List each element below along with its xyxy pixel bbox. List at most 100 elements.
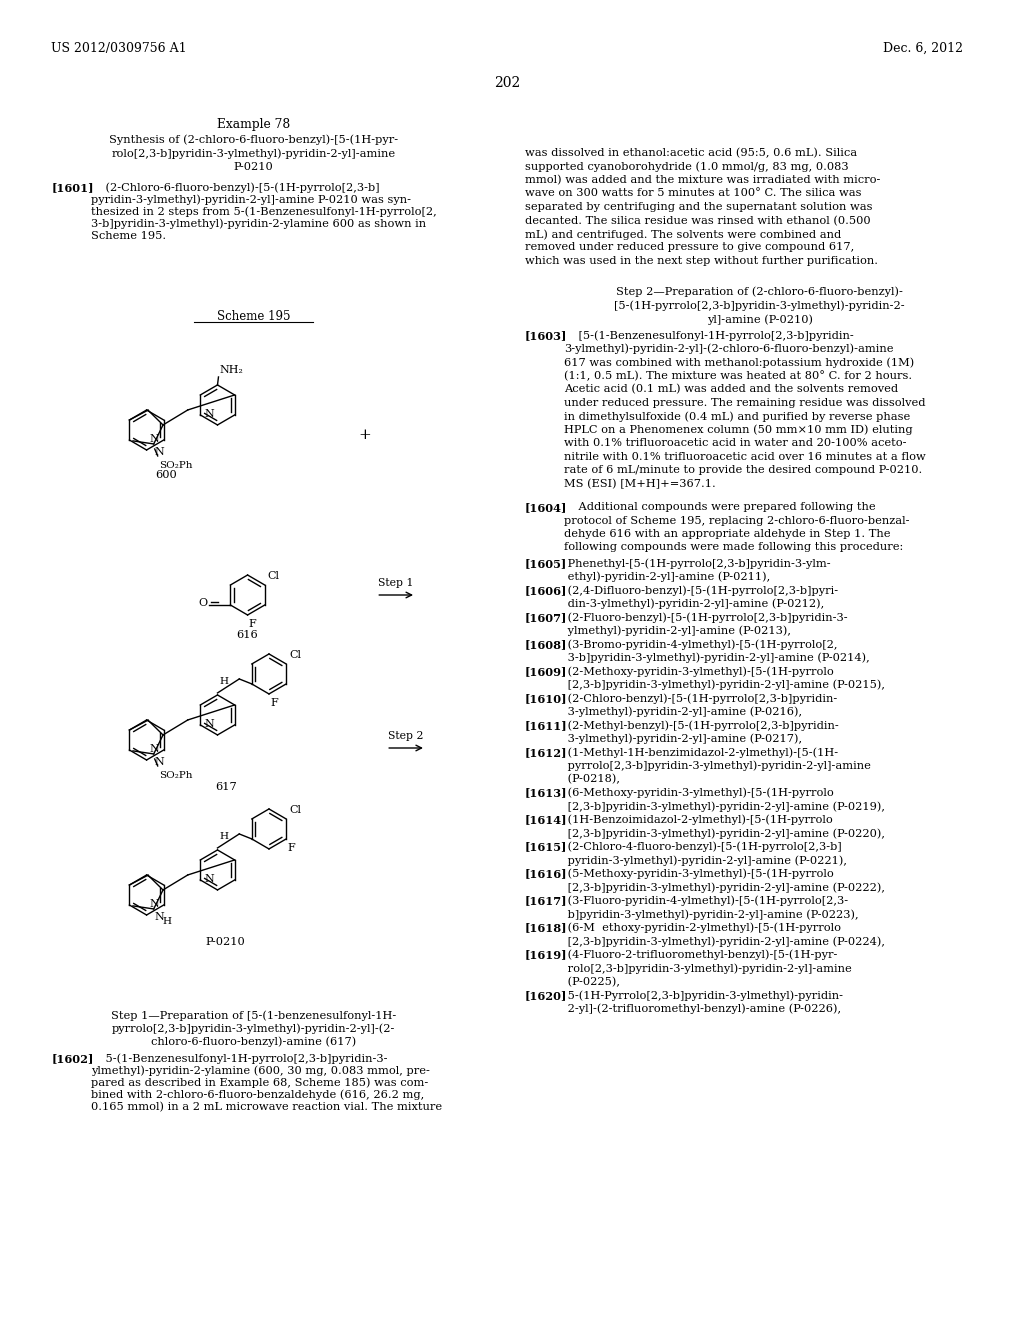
Text: Additional compounds were prepared following the: Additional compounds were prepared follo… — [564, 502, 877, 512]
Text: N: N — [150, 434, 160, 444]
Text: NH₂: NH₂ — [219, 364, 244, 375]
Text: Cl: Cl — [289, 805, 301, 814]
Text: P-0210: P-0210 — [233, 162, 273, 172]
Text: (P-0218),: (P-0218), — [564, 774, 621, 784]
Text: 3-ylmethyl)-pyridin-2-yl]-amine (P-0216),: 3-ylmethyl)-pyridin-2-yl]-amine (P-0216)… — [564, 706, 803, 717]
Text: wave on 300 watts for 5 minutes at 100° C. The silica was: wave on 300 watts for 5 minutes at 100° … — [525, 189, 861, 198]
Text: with 0.1% trifluoroacetic acid in water and 20-100% aceto-: with 0.1% trifluoroacetic acid in water … — [564, 438, 907, 447]
Text: [2,3-b]pyridin-3-ylmethyl)-pyridin-2-yl]-amine (P-0215),: [2,3-b]pyridin-3-ylmethyl)-pyridin-2-yl]… — [564, 680, 886, 690]
Text: rolo[2,3-b]pyridin-3-ylmethyl)-pyridin-2-yl]-amine: rolo[2,3-b]pyridin-3-ylmethyl)-pyridin-2… — [112, 148, 395, 158]
Text: O: O — [199, 598, 208, 609]
Text: supported cyanoborohydride (1.0 mmol/g, 83 mg, 0.083: supported cyanoborohydride (1.0 mmol/g, … — [525, 161, 849, 172]
Text: 202: 202 — [494, 77, 520, 90]
Text: Scheme 195: Scheme 195 — [217, 310, 290, 323]
Text: (2-Chloro-6-fluoro-benzyl)-[5-(1H-pyrrolo[2,3-b]
pyridin-3-ylmethyl)-pyridin-2-y: (2-Chloro-6-fluoro-benzyl)-[5-(1H-pyrrol… — [91, 182, 437, 242]
Text: [2,3-b]pyridin-3-ylmethyl)-pyridin-2-yl]-amine (P-0220),: [2,3-b]pyridin-3-ylmethyl)-pyridin-2-yl]… — [564, 828, 886, 838]
Text: Step 2: Step 2 — [388, 731, 424, 741]
Text: [1616]: [1616] — [525, 869, 567, 879]
Text: separated by centrifuging and the supernatant solution was: separated by centrifuging and the supern… — [525, 202, 872, 213]
Text: pyrrolo[2,3-b]pyridin-3-ylmethyl)-pyridin-2-yl]-amine: pyrrolo[2,3-b]pyridin-3-ylmethyl)-pyridi… — [564, 760, 871, 771]
Text: 617: 617 — [215, 781, 237, 792]
Text: [1617]: [1617] — [525, 895, 567, 907]
Text: (2-Methyl-benzyl)-[5-(1H-pyrrolo[2,3-b]pyridin-: (2-Methyl-benzyl)-[5-(1H-pyrrolo[2,3-b]p… — [564, 719, 840, 730]
Text: N: N — [155, 447, 165, 457]
Text: [1607]: [1607] — [525, 612, 567, 623]
Text: (P-0225),: (P-0225), — [564, 977, 621, 987]
Text: decanted. The silica residue was rinsed with ethanol (0.500: decanted. The silica residue was rinsed … — [525, 215, 870, 226]
Text: 617 was combined with methanol:potassium hydroxide (1M): 617 was combined with methanol:potassium… — [564, 356, 914, 367]
Text: H: H — [219, 677, 228, 686]
Text: 3-ylmethyl)-pyridin-2-yl]-amine (P-0217),: 3-ylmethyl)-pyridin-2-yl]-amine (P-0217)… — [564, 734, 803, 744]
Text: Acetic acid (0.1 mL) was added and the solvents removed: Acetic acid (0.1 mL) was added and the s… — [564, 384, 899, 395]
Text: [1614]: [1614] — [525, 814, 567, 825]
Text: (1-Methyl-1H-benzimidazol-2-ylmethyl)-[5-(1H-: (1-Methyl-1H-benzimidazol-2-ylmethyl)-[5… — [564, 747, 839, 758]
Text: (2-Chloro-4-fluoro-benzyl)-[5-(1H-pyrrolo[2,3-b]: (2-Chloro-4-fluoro-benzyl)-[5-(1H-pyrrol… — [564, 842, 842, 853]
Text: b]pyridin-3-ylmethyl)-pyridin-2-yl]-amine (P-0223),: b]pyridin-3-ylmethyl)-pyridin-2-yl]-amin… — [564, 909, 859, 920]
Text: [2,3-b]pyridin-3-ylmethyl)-pyridin-2-yl]-amine (P-0224),: [2,3-b]pyridin-3-ylmethyl)-pyridin-2-yl]… — [564, 936, 886, 946]
Text: nitrile with 0.1% trifluoroacetic acid over 16 minutes at a flow: nitrile with 0.1% trifluoroacetic acid o… — [564, 451, 927, 462]
Text: Dec. 6, 2012: Dec. 6, 2012 — [883, 42, 963, 55]
Text: yl]-amine (P-0210): yl]-amine (P-0210) — [707, 314, 813, 325]
Text: 5-(1-Benzenesulfonyl-1H-pyrrolo[2,3-b]pyridin-3-
ylmethyl)-pyridin-2-ylamine (60: 5-(1-Benzenesulfonyl-1H-pyrrolo[2,3-b]py… — [91, 1053, 442, 1113]
Text: Cl: Cl — [289, 649, 301, 660]
Text: [1620]: [1620] — [525, 990, 567, 1001]
Text: H: H — [163, 917, 172, 925]
Text: Cl: Cl — [267, 572, 280, 581]
Text: rate of 6 mL/minute to provide the desired compound P-0210.: rate of 6 mL/minute to provide the desir… — [564, 465, 923, 475]
Text: [2,3-b]pyridin-3-ylmethyl)-pyridin-2-yl]-amine (P-0219),: [2,3-b]pyridin-3-ylmethyl)-pyridin-2-yl]… — [564, 801, 886, 812]
Text: which was used in the next step without further purification.: which was used in the next step without … — [525, 256, 878, 267]
Text: 2-yl]-(2-trifluoromethyl-benzyl)-amine (P-0226),: 2-yl]-(2-trifluoromethyl-benzyl)-amine (… — [564, 1003, 842, 1014]
Text: [1604]: [1604] — [525, 502, 567, 513]
Text: (2-Fluoro-benzyl)-[5-(1H-pyrrolo[2,3-b]pyridin-3-: (2-Fluoro-benzyl)-[5-(1H-pyrrolo[2,3-b]p… — [564, 612, 848, 623]
Text: (6-M  ethoxy-pyridin-2-ylmethyl)-[5-(1H-pyrrolo: (6-M ethoxy-pyridin-2-ylmethyl)-[5-(1H-p… — [564, 923, 842, 933]
Text: 5-(1H-Pyrrolo[2,3-b]pyridin-3-ylmethyl)-pyridin-: 5-(1H-Pyrrolo[2,3-b]pyridin-3-ylmethyl)-… — [564, 990, 844, 1001]
Text: [1610]: [1610] — [525, 693, 567, 704]
Text: N: N — [155, 912, 165, 921]
Text: [1602]: [1602] — [51, 1053, 94, 1064]
Text: N: N — [205, 874, 214, 884]
Text: F: F — [249, 619, 256, 630]
Text: chloro-6-fluoro-benzyl)-amine (617): chloro-6-fluoro-benzyl)-amine (617) — [151, 1036, 356, 1047]
Text: (5-Methoxy-pyridin-3-ylmethyl)-[5-(1H-pyrrolo: (5-Methoxy-pyridin-3-ylmethyl)-[5-(1H-py… — [564, 869, 835, 879]
Text: HPLC on a Phenomenex column (50 mm×10 mm ID) eluting: HPLC on a Phenomenex column (50 mm×10 mm… — [564, 425, 913, 436]
Text: mmol) was added and the mixture was irradiated with micro-: mmol) was added and the mixture was irra… — [525, 176, 881, 185]
Text: (1:1, 0.5 mL). The mixture was heated at 80° C. for 2 hours.: (1:1, 0.5 mL). The mixture was heated at… — [564, 371, 912, 381]
Text: N: N — [150, 899, 160, 909]
Text: [1603]: [1603] — [525, 330, 567, 341]
Text: [1611]: [1611] — [525, 719, 567, 731]
Text: [1608]: [1608] — [525, 639, 567, 649]
Text: pyridin-3-ylmethyl)-pyridin-2-yl]-amine (P-0221),: pyridin-3-ylmethyl)-pyridin-2-yl]-amine … — [564, 855, 848, 866]
Text: (3-Fluoro-pyridin-4-ylmethyl)-[5-(1H-pyrrolo[2,3-: (3-Fluoro-pyridin-4-ylmethyl)-[5-(1H-pyr… — [564, 895, 849, 906]
Text: US 2012/0309756 A1: US 2012/0309756 A1 — [51, 42, 187, 55]
Text: [1605]: [1605] — [525, 558, 567, 569]
Text: rolo[2,3-b]pyridin-3-ylmethyl)-pyridin-2-yl]-amine: rolo[2,3-b]pyridin-3-ylmethyl)-pyridin-2… — [564, 964, 852, 974]
Text: 616: 616 — [237, 630, 258, 640]
Text: [1609]: [1609] — [525, 667, 567, 677]
Text: in dimethylsulfoxide (0.4 mL) and purified by reverse phase: in dimethylsulfoxide (0.4 mL) and purifi… — [564, 411, 910, 421]
Text: Synthesis of (2-chloro-6-fluoro-benzyl)-[5-(1H-pyr-: Synthesis of (2-chloro-6-fluoro-benzyl)-… — [109, 135, 398, 145]
Text: (2,4-Difluoro-benzyl)-[5-(1H-pyrrolo[2,3-b]pyri-: (2,4-Difluoro-benzyl)-[5-(1H-pyrrolo[2,3… — [564, 585, 839, 595]
Text: [2,3-b]pyridin-3-ylmethyl)-pyridin-2-yl]-amine (P-0222),: [2,3-b]pyridin-3-ylmethyl)-pyridin-2-yl]… — [564, 882, 886, 892]
Text: [5-(1H-pyrrolo[2,3-b]pyridin-3-ylmethyl)-pyridin-2-: [5-(1H-pyrrolo[2,3-b]pyridin-3-ylmethyl)… — [614, 300, 905, 310]
Text: [1606]: [1606] — [525, 585, 567, 597]
Text: 3-b]pyridin-3-ylmethyl)-pyridin-2-yl]-amine (P-0214),: 3-b]pyridin-3-ylmethyl)-pyridin-2-yl]-am… — [564, 652, 870, 663]
Text: N: N — [205, 719, 214, 729]
Text: [5-(1-Benzenesulfonyl-1H-pyrrolo[2,3-b]pyridin-: [5-(1-Benzenesulfonyl-1H-pyrrolo[2,3-b]p… — [564, 330, 854, 341]
Text: SO₂Ph: SO₂Ph — [159, 461, 193, 470]
Text: Example 78: Example 78 — [217, 117, 290, 131]
Text: P-0210: P-0210 — [206, 937, 246, 946]
Text: following compounds were made following this procedure:: following compounds were made following … — [564, 543, 904, 553]
Text: (3-Bromo-pyridin-4-ylmethyl)-[5-(1H-pyrrolo[2,: (3-Bromo-pyridin-4-ylmethyl)-[5-(1H-pyrr… — [564, 639, 838, 649]
Text: (2-Chloro-benzyl)-[5-(1H-pyrrolo[2,3-b]pyridin-: (2-Chloro-benzyl)-[5-(1H-pyrrolo[2,3-b]p… — [564, 693, 838, 704]
Text: [1612]: [1612] — [525, 747, 567, 758]
Text: MS (ESI) [M+H]+=367.1.: MS (ESI) [M+H]+=367.1. — [564, 479, 716, 488]
Text: dehyde 616 with an appropriate aldehyde in Step 1. The: dehyde 616 with an appropriate aldehyde … — [564, 529, 891, 539]
Text: 600: 600 — [156, 470, 177, 480]
Text: under reduced pressure. The remaining residue was dissolved: under reduced pressure. The remaining re… — [564, 397, 926, 408]
Text: [1615]: [1615] — [525, 842, 567, 853]
Text: [1618]: [1618] — [525, 923, 567, 933]
Text: (1H-Benzoimidazol-2-ylmethyl)-[5-(1H-pyrrolo: (1H-Benzoimidazol-2-ylmethyl)-[5-(1H-pyr… — [564, 814, 834, 825]
Text: din-3-ylmethyl)-pyridin-2-yl]-amine (P-0212),: din-3-ylmethyl)-pyridin-2-yl]-amine (P-0… — [564, 598, 824, 609]
Text: H: H — [219, 832, 228, 841]
Text: (2-Methoxy-pyridin-3-ylmethyl)-[5-(1H-pyrrolo: (2-Methoxy-pyridin-3-ylmethyl)-[5-(1H-py… — [564, 667, 835, 677]
